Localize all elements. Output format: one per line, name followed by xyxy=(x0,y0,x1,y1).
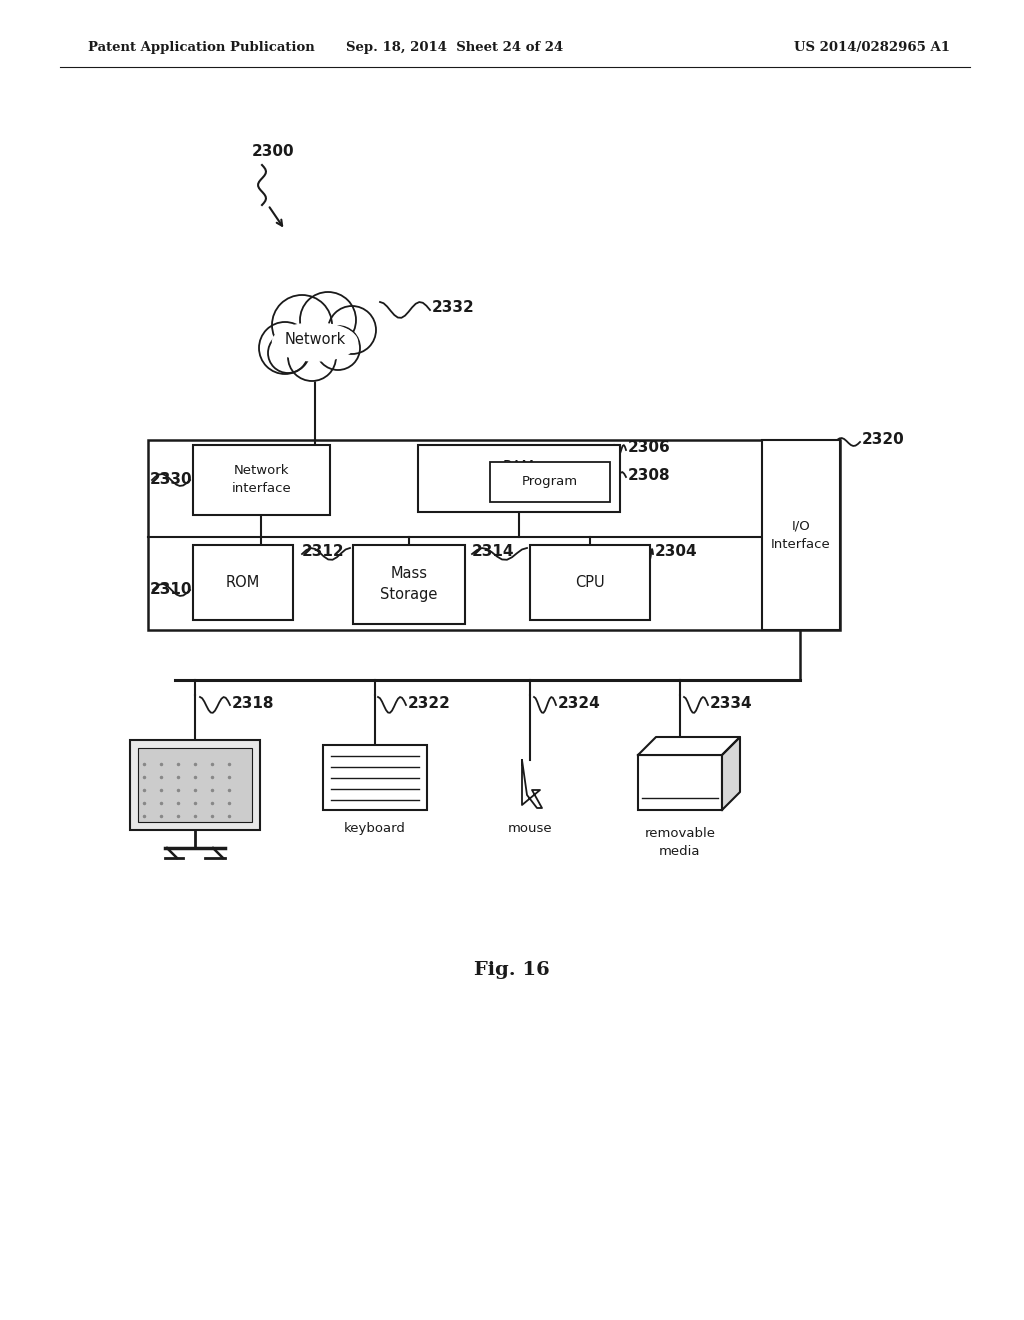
Text: removable
media: removable media xyxy=(644,828,716,858)
Bar xyxy=(638,755,722,810)
Text: Network
interface: Network interface xyxy=(231,465,292,495)
Circle shape xyxy=(300,292,356,348)
Ellipse shape xyxy=(272,323,357,360)
Text: 2322: 2322 xyxy=(408,696,451,710)
Text: 2334: 2334 xyxy=(710,696,753,710)
Text: keyboard: keyboard xyxy=(344,822,406,836)
Bar xyxy=(130,741,260,830)
Bar xyxy=(418,445,620,512)
Bar xyxy=(138,748,252,822)
Polygon shape xyxy=(522,760,542,808)
Bar xyxy=(193,545,293,620)
Text: CPU: CPU xyxy=(575,576,605,590)
Text: 2318: 2318 xyxy=(232,696,274,710)
Text: Mass
Storage: Mass Storage xyxy=(380,566,437,602)
Text: 2304: 2304 xyxy=(655,544,697,560)
Text: 2306: 2306 xyxy=(628,441,671,455)
Text: Fig. 16: Fig. 16 xyxy=(474,961,550,979)
Text: I/O
Interface: I/O Interface xyxy=(771,520,830,550)
Circle shape xyxy=(272,294,332,355)
Text: 2308: 2308 xyxy=(628,467,671,483)
Text: 2310: 2310 xyxy=(150,582,193,598)
Circle shape xyxy=(288,333,336,381)
Text: US 2014/0282965 A1: US 2014/0282965 A1 xyxy=(794,41,950,54)
Polygon shape xyxy=(638,737,740,755)
Circle shape xyxy=(328,306,376,354)
Bar xyxy=(490,462,610,502)
Circle shape xyxy=(316,326,360,370)
Circle shape xyxy=(259,322,311,374)
Circle shape xyxy=(268,333,308,374)
Text: Program: Program xyxy=(522,475,579,488)
Text: 2312: 2312 xyxy=(302,544,345,560)
Text: Sep. 18, 2014  Sheet 24 of 24: Sep. 18, 2014 Sheet 24 of 24 xyxy=(346,41,563,54)
Text: 2332: 2332 xyxy=(432,301,475,315)
Polygon shape xyxy=(722,737,740,810)
Bar xyxy=(762,440,840,630)
Text: Network: Network xyxy=(285,333,346,347)
Bar xyxy=(148,440,840,630)
Text: 2330: 2330 xyxy=(150,473,193,487)
Text: 2314: 2314 xyxy=(472,544,514,560)
Bar xyxy=(323,744,427,810)
Bar xyxy=(193,445,330,515)
Text: 2300: 2300 xyxy=(252,144,295,160)
Text: RAM: RAM xyxy=(503,459,535,474)
Text: 2324: 2324 xyxy=(558,696,601,710)
Text: 2320: 2320 xyxy=(862,433,905,447)
Text: mouse: mouse xyxy=(508,822,552,836)
Bar xyxy=(530,545,650,620)
Bar xyxy=(353,545,465,624)
Text: ROM: ROM xyxy=(226,576,260,590)
Text: Patent Application Publication: Patent Application Publication xyxy=(88,41,314,54)
